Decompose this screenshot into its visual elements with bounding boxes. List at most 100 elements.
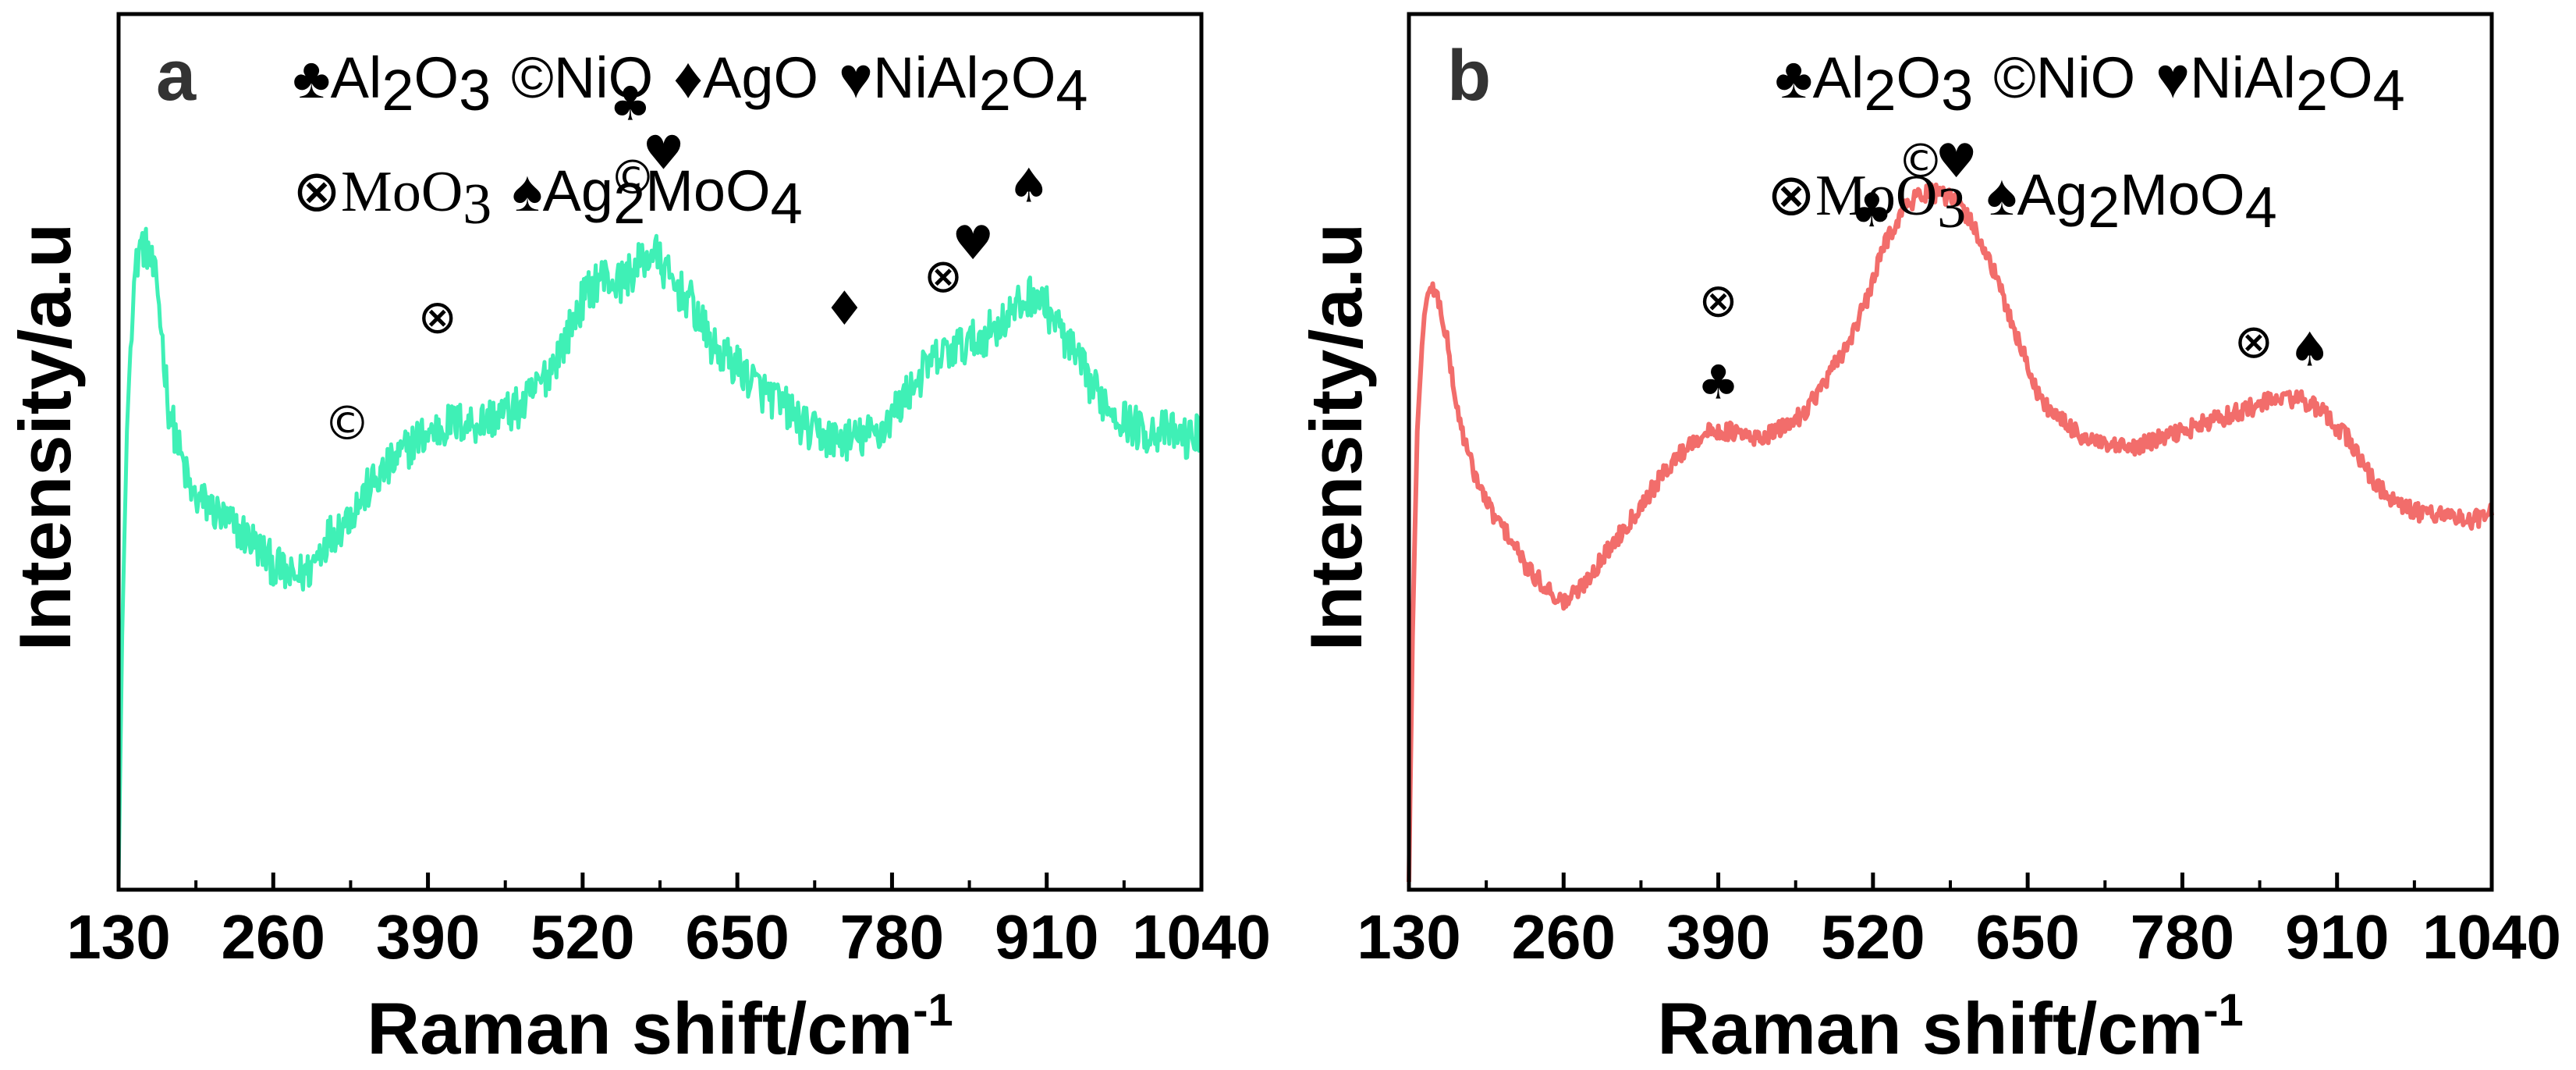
plot-b-legend-label: NiAl (2190, 45, 2296, 110)
plot-b-x-axis-title: Raman shift/cm-1 (1657, 985, 2244, 1069)
plot-a-x-tick-label: 520 (530, 902, 634, 972)
plot-b-legend-label: O (1897, 45, 1942, 110)
plot-b-series-line (1407, 182, 2494, 883)
plot-a-legend-label: AgO (703, 45, 818, 110)
plot-a-x-tick-label: 780 (840, 902, 944, 972)
plot-b-x-axis-title-text: Raman shift/cm (1657, 987, 2203, 1069)
plot-b-legend-label: 2 (1864, 58, 1896, 123)
plot-a-x-axis-title: Raman shift/cm-1 (367, 985, 953, 1069)
plot-b-phase-marker: © (1897, 134, 1944, 189)
plot-a-legend-label: 4 (771, 171, 803, 236)
plot-b-legend-label: Ag (2017, 162, 2088, 227)
plot-a-phase-marker: © (324, 396, 371, 451)
plot-a-x-tick-label: 650 (685, 902, 789, 972)
plot-a-legend-label: 3 (459, 58, 491, 123)
plot-a-x-ticks (116, 873, 1204, 890)
plot-a-x-tick-label: 910 (995, 902, 1098, 972)
plot-b-legend-symbol: ♠ (1986, 162, 2017, 227)
plot-a-legend-symbol: ♠ (512, 158, 542, 223)
plot-b-x-tick-label: 130 (1357, 902, 1460, 972)
plot-a-legend-label: Ag (543, 158, 614, 223)
plot-b-legend-label: MoO (2120, 162, 2244, 227)
plot-a-phase-marker: © (609, 151, 656, 205)
plot-a-phase-marker: ♠ (1008, 159, 1050, 214)
plot-b-legend-label: O (2328, 45, 2373, 110)
plot-b-phase-marker: ⊗ (2234, 315, 2273, 369)
plot-a-y-axis-title: Intensity/a.u (4, 223, 86, 651)
plot-a-legend-label: 3 (463, 172, 491, 236)
panel-label-a: a (156, 36, 197, 116)
plot-b-legend-label: 2 (2088, 175, 2120, 240)
plot-a-legend-label: Al (331, 45, 382, 110)
plot-b-legend-label: MoO (1815, 164, 1937, 228)
plot-b-legend-symbol: ♣ (1775, 45, 1813, 110)
plot-b-legend-line-2: ⊗MoO3​♠Ag2​MoO4​ (1767, 162, 2277, 240)
plot-a-x-tick-label: 260 (222, 902, 325, 972)
plot-a-series (116, 226, 1204, 883)
plot-b-x-tick-label: 910 (2285, 902, 2389, 972)
plot-a-x-tick-label: 130 (66, 902, 170, 972)
plot-b-legend-label: 3 (1937, 176, 1966, 240)
plot-a-annotations: ©⊗©♣♥♦⊗♥♠ (324, 77, 1050, 452)
plot-b-x-ticks (1407, 873, 2494, 890)
plot-a-series-line (116, 226, 1204, 883)
plot-b-legend-label: 3 (1941, 58, 1973, 123)
plot-b-legend-label: 2 (2296, 58, 2328, 123)
plot-b-phase-marker: ♣ (1698, 356, 1740, 411)
plot-a-legend-line-2: ⊗MoO3​♠Ag2​MoO4​ (293, 158, 803, 236)
plot-b-x-tick-label: 1040 (2422, 902, 2561, 972)
plot-b-phase-marker: ⊗ (1698, 274, 1737, 329)
plot-a-legend-symbol: ⊗ (293, 158, 341, 223)
plot-b-legend-label: 4 (2373, 58, 2405, 123)
plot-b-x-tick-label: 390 (1666, 902, 1770, 972)
plot-a-x-axis-title-sup: -1 (913, 985, 953, 1036)
plot-b-series (1407, 182, 2494, 883)
plot-b-annotations: ⊗♣♣©♥⊗ ♠ (1698, 134, 2331, 411)
plot-b-phase-marker: ♥ (1936, 134, 1978, 189)
plot-b-legend-label: 4 (2245, 175, 2277, 240)
plot-b-phase-marker: ♣ (1850, 183, 1893, 238)
plot-a-legend-label: 4 (1056, 58, 1088, 123)
plot-b-legend-label: Al (1813, 45, 1865, 110)
panel-label-b: b (1447, 36, 1491, 116)
plot-a-legend-symbol: ♣ (293, 45, 331, 110)
plot-a-phase-marker: ♥ (952, 216, 994, 271)
plot-a-legend-label: 2 (979, 58, 1011, 123)
plot-b-x-tick-label: 520 (1821, 902, 1925, 972)
plot-a-phase-marker: ♣ (609, 77, 651, 132)
plot-a-x-axis-title-text: Raman shift/cm (367, 987, 913, 1069)
plot-a-phase-marker: ♥ (643, 126, 685, 181)
plot-a-legend-label: MoO (341, 160, 463, 224)
plot-a-legend-label: NiO (554, 45, 653, 110)
plot-b-x-tick-labels: 130 260 390 520 650 780 910 1040 (1357, 902, 2561, 972)
plot-a-legend-symbol: ♦ (673, 45, 703, 110)
plot-b-legend-symbol: ♥ (2156, 45, 2190, 110)
plot-b-x-tick-label: 260 (1512, 902, 1616, 972)
plot-a-legend-label: O (1011, 45, 1056, 110)
plot-b-phase-marker: ♠ (2289, 323, 2331, 378)
plot-a-x-tick-label: 1040 (1132, 902, 1271, 972)
plot-a-x-tick-labels: 130 260 390 520 650 780 910 1040 (66, 902, 1271, 972)
plot-a-legend-symbol: ♥ (839, 45, 873, 110)
plot-a-legend-symbol: © (511, 45, 554, 110)
plot-a-phase-marker: ⊗ (924, 249, 963, 304)
plot-b-legend-symbol: © (1993, 45, 2036, 110)
plot-b-x-axis-title-sup: -1 (2203, 985, 2244, 1036)
plot-b-legend-line-1: ♣Al2​O3​©NiO♥NiAl2​O4​ (1775, 45, 2405, 123)
plot-a-x-tick-label: 390 (376, 902, 480, 972)
plot-b-x-tick-label: 780 (2131, 902, 2234, 972)
plot-a-legend-label: MoO (645, 158, 770, 223)
plot-a-phase-marker: ♦ (824, 282, 866, 336)
plot-b-y-axis-title: Intensity/a.u (1295, 223, 1377, 651)
plot-a-phase-marker: ⊗ (418, 290, 457, 345)
panel-b: 130 260 390 520 650 780 910 1040 ⊗♣♣©♥⊗ ♠ b ♣Al2… (1295, 12, 2561, 1069)
panel-a: 130 260 390 520 650 780 910 1040 ©⊗©♣♥♦⊗♥♠ a ♣A… (4, 12, 1271, 1069)
plot-a-legend-label: 2 (613, 171, 645, 236)
plot-a-legend-line-1: ♣Al2​O3​©NiO♦AgO♥NiAl2​O4​ (293, 45, 1088, 123)
plot-b-x-tick-label: 650 (1975, 902, 2079, 972)
plot-a-legend-label: NiAl (873, 45, 979, 110)
plot-b-legend-label: NiO (2036, 45, 2135, 110)
plot-a-legend-label: 2 (381, 58, 413, 123)
plot-a-legend-label: O (414, 45, 459, 110)
